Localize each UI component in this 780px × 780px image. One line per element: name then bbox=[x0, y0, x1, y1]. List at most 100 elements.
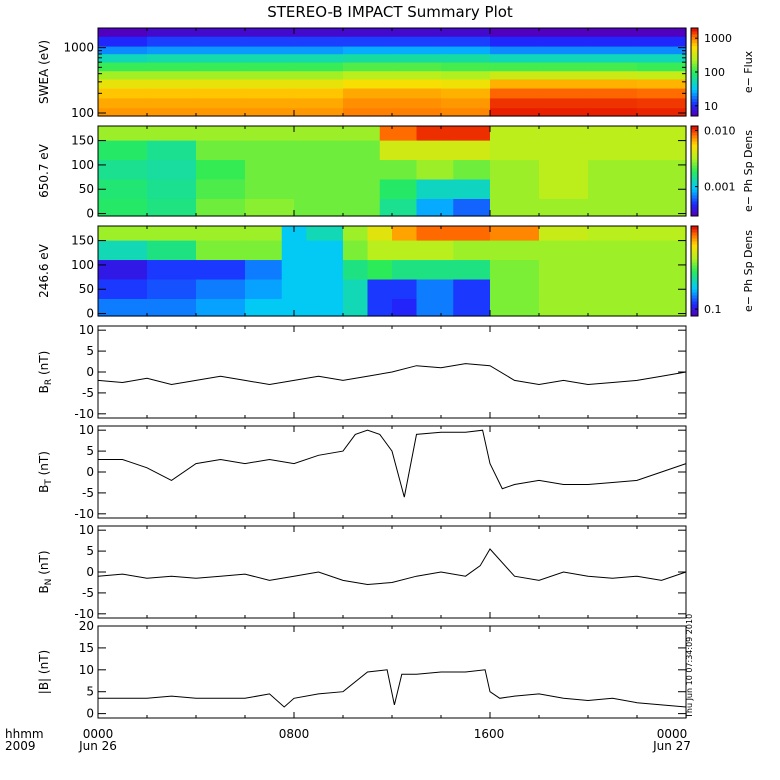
colorbar-swatch bbox=[691, 156, 698, 160]
colorbar-swatch bbox=[691, 83, 698, 88]
colorbar-swatch bbox=[691, 147, 698, 151]
heatmap-cell bbox=[539, 298, 589, 317]
colorbar-swatch bbox=[691, 253, 698, 257]
heatmap-cell bbox=[490, 62, 540, 72]
series-bt-line bbox=[98, 429, 687, 498]
colorbar-swatch bbox=[691, 57, 698, 61]
colorbar-swatch bbox=[691, 177, 698, 181]
heatmap-cell bbox=[147, 36, 197, 48]
colorbar-swatch bbox=[691, 274, 698, 278]
heatmap-cell bbox=[147, 226, 197, 242]
heatmap-cell bbox=[147, 198, 197, 217]
heatmap-cell bbox=[196, 226, 246, 242]
heatmap-cell bbox=[490, 298, 540, 317]
heatmap-cell bbox=[245, 88, 295, 100]
y-tick-label: -10 bbox=[74, 607, 94, 621]
heatmap-cell bbox=[637, 98, 687, 109]
colorbar-swatch bbox=[691, 256, 698, 260]
heatmap-cell bbox=[490, 71, 540, 81]
colorbar-swatch bbox=[691, 51, 698, 55]
heatmap-cell bbox=[588, 108, 638, 117]
heatmap-cell bbox=[196, 88, 246, 100]
heatmap-cell bbox=[416, 198, 454, 217]
heatmap-cell bbox=[588, 298, 638, 317]
heatmap-cell bbox=[637, 279, 687, 300]
heatmap-cell bbox=[281, 240, 307, 261]
colorbar-swatch bbox=[691, 144, 698, 148]
heatmap-cell bbox=[588, 279, 638, 300]
heatmap-cell bbox=[98, 298, 148, 317]
heatmap-cell bbox=[245, 140, 295, 161]
colorbar-swatch bbox=[691, 247, 698, 251]
heatmap-cell bbox=[306, 240, 344, 261]
heatmap-cell bbox=[441, 36, 491, 48]
y-tick-label: 0 bbox=[86, 307, 94, 321]
heatmap-cell bbox=[196, 54, 246, 64]
heatmap-cell bbox=[453, 260, 491, 281]
colorbar-tick-label: 0.1 bbox=[704, 303, 722, 316]
heatmap-cell bbox=[343, 36, 393, 48]
heatmap-cell bbox=[245, 260, 283, 281]
heatmap-cell bbox=[98, 240, 148, 261]
heatmap-cell bbox=[588, 260, 638, 281]
y-tick-label: 10 bbox=[79, 523, 94, 537]
heatmap-cell bbox=[539, 240, 589, 261]
panel-swea-ylabel: SWEA (eV) bbox=[37, 40, 51, 104]
colorbar-swatch bbox=[691, 89, 698, 94]
heatmap-cell bbox=[294, 126, 344, 142]
heatmap-cell bbox=[416, 140, 454, 161]
colorbar-swatch bbox=[691, 204, 698, 208]
date-label-start: Jun 26 bbox=[78, 739, 117, 753]
colorbar-label: e− Flux bbox=[742, 50, 755, 93]
panel-pad246: 0 50 100 150 bbox=[71, 225, 687, 321]
heatmap-cell bbox=[637, 46, 687, 55]
time-axis: hhmm 2009 0000 0800 1600 0000 Jun 26 Jun… bbox=[5, 727, 691, 753]
heatmap-cell bbox=[98, 126, 148, 142]
colorbar-swatch bbox=[691, 60, 698, 64]
y-tick-label: 10 bbox=[79, 663, 94, 677]
heatmap-cell bbox=[343, 260, 369, 281]
heatmap-cell bbox=[637, 160, 687, 181]
colorbar-swatch bbox=[691, 92, 698, 96]
y-tick-label: 5 bbox=[86, 544, 94, 558]
colorbar-swatch bbox=[691, 195, 698, 199]
heatmap-cell bbox=[453, 240, 491, 261]
heatmap-cell bbox=[379, 126, 418, 142]
heatmap-cell bbox=[539, 108, 589, 117]
heatmap-cell bbox=[294, 140, 344, 161]
heatmap-cell bbox=[637, 108, 687, 117]
heatmap-cell bbox=[490, 88, 540, 100]
heatmap-cell bbox=[637, 71, 687, 81]
y-tick-label: 15 bbox=[79, 641, 94, 655]
colorbar-swatch bbox=[691, 298, 698, 302]
heatmap-cell bbox=[490, 198, 540, 217]
heatmap-cell bbox=[343, 54, 393, 64]
heatmap-cell bbox=[294, 179, 344, 200]
heatmap-cell bbox=[539, 126, 589, 142]
heatmap-cell bbox=[379, 179, 418, 200]
heatmap-cell bbox=[98, 79, 148, 90]
colorbar-tick-label: 0.001 bbox=[704, 181, 736, 194]
y-tick-label: 100 bbox=[71, 158, 94, 172]
heatmap-cell bbox=[392, 298, 418, 317]
heatmap-cell bbox=[245, 98, 295, 109]
heatmap-cell bbox=[245, 198, 295, 217]
panel-bt: -10 -5 0 5 10 bbox=[74, 423, 687, 521]
ylabel-subscript: R bbox=[44, 379, 54, 385]
heatmap-cell bbox=[367, 240, 393, 261]
heatmap-cell bbox=[441, 98, 491, 109]
colorbar-swatch bbox=[691, 45, 698, 50]
colorbar-swatch bbox=[691, 292, 698, 296]
colorbar-swatch bbox=[691, 63, 698, 67]
heatmap-cell bbox=[416, 260, 454, 281]
colorbar-tick-label: 10 bbox=[704, 100, 718, 113]
heatmap-cell bbox=[453, 226, 491, 242]
heatmap-cell bbox=[245, 54, 295, 64]
colorbar-swatch bbox=[691, 39, 698, 44]
heatmap-cell bbox=[196, 179, 246, 200]
heatmap-cell bbox=[343, 226, 369, 242]
heatmap-cell bbox=[539, 140, 589, 161]
heatmap-cell bbox=[490, 54, 540, 64]
heatmap-cell bbox=[392, 54, 442, 64]
colorbar-swatch bbox=[691, 98, 698, 102]
